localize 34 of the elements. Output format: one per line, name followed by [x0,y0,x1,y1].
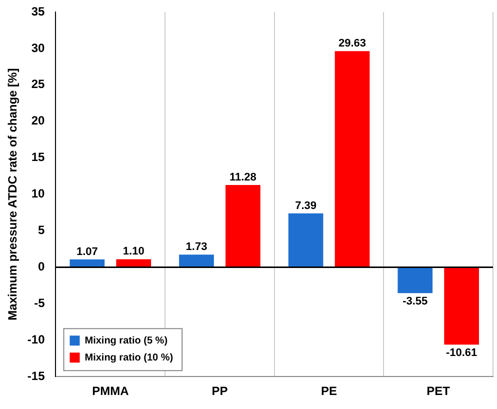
data-label: -10.61 [446,347,478,360]
x-tick-label: PMMA [92,384,130,398]
bar [288,213,324,268]
y-tick-label: 20 [31,114,46,128]
bar [70,259,105,268]
y-tick-label: -10 [27,332,46,346]
bar [444,267,479,345]
y-tick-label: -15 [27,368,46,383]
legend-label: Mixing ratio (5 %) [84,335,168,346]
data-label: 1.07 [76,246,98,258]
data-label: 29.63 [338,38,366,50]
data-label: -3.55 [402,296,428,308]
data-label: 1.73 [186,241,208,254]
bar [398,267,433,294]
y-tick-label: 0 [38,260,46,274]
y-tick-label: 15 [31,150,46,164]
data-label: 7.39 [295,200,317,212]
y-tick-label: 35 [31,4,46,18]
bar [116,259,152,268]
bar [334,51,370,268]
bar [179,254,214,268]
y-tick-label: 5 [38,223,46,238]
bar [226,184,260,268]
x-tick-label: PET [426,384,451,398]
y-tick-label: -5 [34,296,46,310]
data-label: 11.28 [229,171,256,184]
y-tick-label: 10 [31,186,46,201]
x-tick-label: PE [321,384,338,398]
y-axis-title: Maximum pressure ATDC rate of change [%] [6,68,20,320]
data-label: 1.10 [122,246,144,258]
y-tick-label: 30 [31,40,46,55]
y-tick-label: 25 [31,77,46,92]
legend-label: Mixing ratio (10 %) [84,352,174,364]
x-tick-label: PP [212,384,228,398]
